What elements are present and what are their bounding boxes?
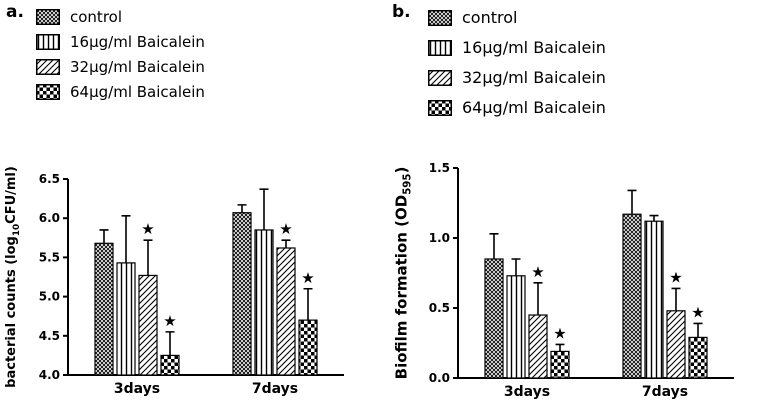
significance-star: ★ <box>163 312 176 330</box>
legend-label: 64μg/ml Baicalein <box>70 83 205 101</box>
panel-a-label: a. <box>6 2 24 22</box>
legend-a: control 16μg/ml Baicalein 32μg/ml Baicalei… <box>36 8 205 101</box>
error-bar <box>121 215 131 263</box>
legend-item: 16μg/ml Baicalein <box>428 38 606 57</box>
significance-star: ★ <box>691 303 704 321</box>
legend-item: control <box>428 8 606 27</box>
error-bar <box>99 229 109 244</box>
error-bar <box>237 204 247 213</box>
y-axis-label-a: bacterial counts (log10CFU/ml) <box>4 166 22 388</box>
y-tick-label: 5.5 <box>39 250 60 264</box>
error-bar <box>143 239 153 276</box>
bar-chart-a: 4.0 4.5 5.0 5.5 6.0 6.5 ★ ★ 3days ★ ★ 7days <box>39 172 344 397</box>
significance-star: ★ <box>669 268 682 286</box>
x-category-label: 3days <box>114 381 160 397</box>
error-bar <box>489 233 499 259</box>
error-bar <box>303 287 313 321</box>
y-tick-label: 0.5 <box>429 301 450 315</box>
bar <box>622 213 642 379</box>
legend-swatch-diagonal-lines-icon <box>36 59 60 75</box>
legend-b: control 16μg/ml Baicalein 32μg/ml Baicalei… <box>428 8 606 117</box>
legend-label: 64μg/ml Baicalein <box>462 98 606 117</box>
legend-label: control <box>462 8 518 27</box>
legend-item: 16μg/ml Baicalein <box>36 33 205 51</box>
significance-star: ★ <box>279 220 292 238</box>
significance-star: ★ <box>301 269 314 287</box>
legend-swatch-crosshatch-fine-icon <box>36 9 60 25</box>
y-tick-label: 0.0 <box>429 371 450 385</box>
error-bar <box>259 188 269 230</box>
y-axis-label-column-a: bacterial counts (log10CFU/ml) <box>2 149 24 401</box>
legend-label: 32μg/ml Baicalein <box>70 58 205 76</box>
bar <box>94 242 114 376</box>
x-category-label: 7days <box>642 384 688 400</box>
bar <box>276 247 296 376</box>
bar <box>232 212 252 376</box>
error-bar <box>511 258 521 276</box>
legend-swatch-crosshatch-fine-icon <box>428 9 452 26</box>
y-axis-label-text: ) <box>392 166 411 174</box>
legend-item: control <box>36 8 205 26</box>
bar <box>644 220 664 379</box>
y-tick-label: 6.5 <box>39 172 60 186</box>
panel-a: a. control 16μg/ml Baicalein 32μg/ml Baica… <box>2 2 358 401</box>
bar <box>528 314 548 379</box>
error-bar <box>693 322 703 338</box>
legend-item: 64μg/ml Baicalein <box>36 83 205 101</box>
bar <box>116 262 136 376</box>
legend-swatch-checkerboard-icon <box>428 99 452 116</box>
y-tick-label: 4.5 <box>39 329 60 343</box>
bar <box>506 275 526 379</box>
legend-item: 64μg/ml Baicalein <box>428 98 606 117</box>
legend-label: 32μg/ml Baicalein <box>462 68 606 87</box>
y-tick-label: 4.0 <box>39 368 60 382</box>
y-axis-label-text: CFU/ml) <box>4 166 20 224</box>
bar <box>138 274 158 376</box>
error-bar <box>627 189 637 215</box>
error-bar <box>165 331 175 356</box>
y-axis-label-subscript: 10 <box>11 223 22 237</box>
panel-b-label: b. <box>392 2 411 22</box>
y-axis-label-text: bacterial counts (log <box>4 236 20 388</box>
x-category-label: 3days <box>504 384 550 400</box>
bar <box>254 229 274 376</box>
legend-swatch-checkerboard-icon <box>36 84 60 100</box>
y-tick-label: 6.0 <box>39 211 60 225</box>
error-bar <box>649 214 659 222</box>
error-bar <box>533 282 543 315</box>
significance-star: ★ <box>553 324 566 342</box>
significance-star: ★ <box>141 220 154 238</box>
error-bar <box>555 343 565 352</box>
legend-item: 32μg/ml Baicalein <box>36 58 205 76</box>
legend-item: 32μg/ml Baicalein <box>428 68 606 87</box>
bar <box>484 258 504 379</box>
chart-area-b: Biofilm formation (OD595) 0.0 0.5 1.0 1.5 ★ ★… <box>392 142 748 404</box>
bar <box>160 354 180 376</box>
bar <box>666 310 686 379</box>
bar <box>688 336 708 379</box>
panel-b: b. control 16μg/ml Baicalein 32μg/ml Baica… <box>392 0 784 407</box>
significance-star: ★ <box>531 263 544 281</box>
y-axis-label-b: Biofilm formation (OD595) <box>393 167 414 380</box>
y-axis-label-text: Biofilm formation (OD <box>392 194 411 380</box>
y-tick-label: 1.5 <box>429 161 450 175</box>
bar <box>298 319 318 376</box>
y-axis-label-subscript: 595 <box>402 173 414 195</box>
error-bar <box>671 287 681 311</box>
chart-area-a: bacterial counts (log10CFU/ml) 4.0 4.5 5.0… <box>2 149 358 401</box>
legend-label: 16μg/ml Baicalein <box>462 38 606 57</box>
legend-swatch-diagonal-lines-icon <box>428 69 452 86</box>
legend-swatch-vertical-lines-icon <box>36 34 60 50</box>
legend-swatch-vertical-lines-icon <box>428 39 452 56</box>
x-category-label: 7days <box>252 381 298 397</box>
y-axis-label-column-b: Biofilm formation (OD595) <box>392 142 414 404</box>
bar-chart-b: 0.0 0.5 1.0 1.5 ★ ★ 3days ★ ★ 7days <box>429 161 734 400</box>
y-tick-label: 1.0 <box>429 231 450 245</box>
error-bar <box>281 239 291 248</box>
y-tick-label: 5.0 <box>39 290 60 304</box>
legend-label: control <box>70 8 122 26</box>
bar <box>550 350 570 379</box>
legend-label: 16μg/ml Baicalein <box>70 33 205 51</box>
